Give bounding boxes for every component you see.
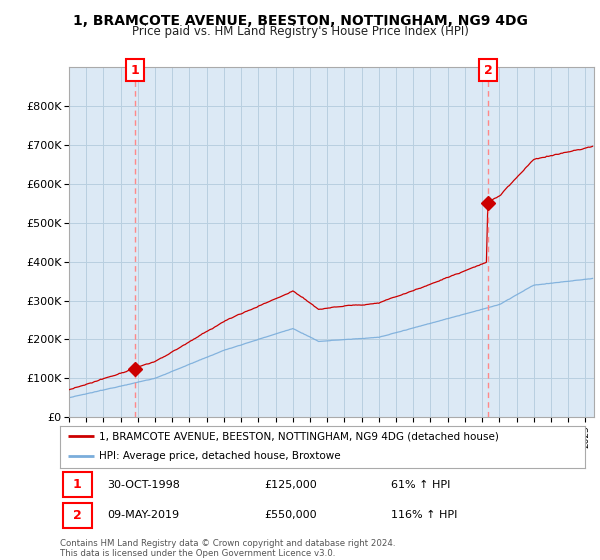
Text: Price paid vs. HM Land Registry's House Price Index (HPI): Price paid vs. HM Land Registry's House … (131, 25, 469, 38)
Text: 30-OCT-1998: 30-OCT-1998 (107, 479, 180, 489)
Text: £550,000: £550,000 (265, 511, 317, 520)
Text: 09-MAY-2019: 09-MAY-2019 (107, 511, 179, 520)
Text: Contains HM Land Registry data © Crown copyright and database right 2024.
This d: Contains HM Land Registry data © Crown c… (60, 539, 395, 558)
Text: HPI: Average price, detached house, Broxtowe: HPI: Average price, detached house, Brox… (100, 451, 341, 461)
Text: 1, BRAMCOTE AVENUE, BEESTON, NOTTINGHAM, NG9 4DG (detached house): 1, BRAMCOTE AVENUE, BEESTON, NOTTINGHAM,… (100, 431, 499, 441)
Text: 1: 1 (73, 478, 82, 491)
Text: 2: 2 (73, 509, 82, 522)
Text: 1, BRAMCOTE AVENUE, BEESTON, NOTTINGHAM, NG9 4DG: 1, BRAMCOTE AVENUE, BEESTON, NOTTINGHAM,… (73, 14, 527, 28)
FancyBboxPatch shape (62, 472, 91, 497)
FancyBboxPatch shape (62, 503, 91, 528)
Text: £125,000: £125,000 (265, 479, 317, 489)
Text: 116% ↑ HPI: 116% ↑ HPI (391, 511, 457, 520)
Text: 2: 2 (484, 63, 493, 77)
Text: 61% ↑ HPI: 61% ↑ HPI (391, 479, 450, 489)
Text: 1: 1 (131, 63, 139, 77)
